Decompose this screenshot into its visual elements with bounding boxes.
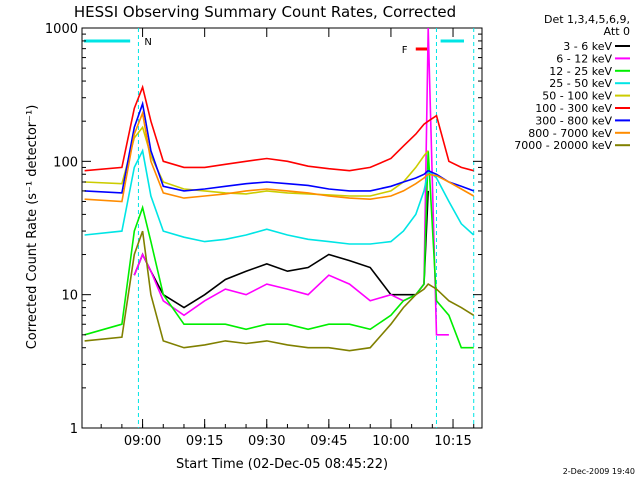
series-line-5 [84,125,429,197]
legend-label: 25 - 50 keV [549,77,612,90]
plot-area: NF [81,27,483,429]
x-tick-label: 09:30 [248,434,285,449]
legend-header-2: Att 0 [604,25,630,38]
plot-frame [81,27,483,429]
legend-label: 6 - 12 keV [556,52,612,65]
legend-label: 3 - 6 keV [563,40,612,53]
series-line-1 [133,190,429,309]
legend-label: 100 - 300 keV [535,102,612,115]
y-tick-label: 100 [53,155,78,170]
x-tick-label: 09:15 [186,434,223,449]
x-tick-label: 10:00 [372,434,409,449]
series-line-3 [84,150,474,349]
legend-label: 7000 - 20000 keV [514,139,612,152]
night-flag-label: N [144,37,151,48]
y-tick-label: 1000 [45,22,78,37]
y-tick-label: 10 [61,289,78,304]
y-tick-label: 1 [70,422,78,437]
x-tick-label: 09:45 [310,434,347,449]
flare-flag-label: F [402,45,408,56]
series-line-6 [84,84,474,172]
series-line-4 [84,148,475,245]
series-line-9 [84,230,475,352]
legend-header-1: Det 1,3,4,5,6,9, [544,13,630,26]
legend-label: 800 - 7000 keV [528,127,612,140]
series-line-7 [84,100,474,194]
series-line-8 [84,110,475,203]
legend-label: 300 - 800 keV [535,114,612,127]
x-tick-label: 10:15 [434,434,471,449]
legend-label: 12 - 25 keV [549,65,612,78]
chart-title: HESSI Observing Summary Count Rates, Cor… [74,3,456,21]
y-axis-label: Corrected Count Rate (s⁻¹ detector⁻¹) [25,105,40,350]
x-tick-label: 09:00 [124,434,161,449]
plot-timestamp: 2-Dec-2009 19:40 [563,467,635,476]
legend-label: 50 - 100 keV [542,90,612,103]
series-line-2 [133,27,449,336]
axis-ticks: 1 10 100 1000 09:00 09:15 09:30 09:45 10:00 10:15 [45,22,482,449]
x-axis-label: Start Time (02-Dec-05 08:45:22) [176,457,388,472]
